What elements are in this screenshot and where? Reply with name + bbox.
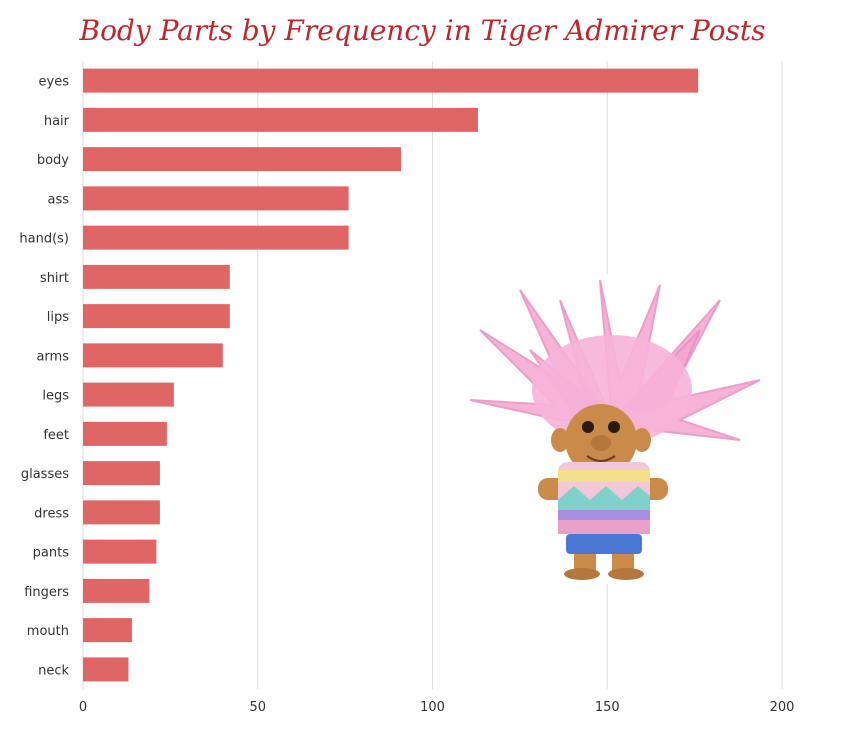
bar-mouth xyxy=(83,618,132,643)
bar-lips xyxy=(83,304,230,329)
bar-shirt xyxy=(83,264,230,289)
bar-glasses xyxy=(83,461,160,486)
x-tick-label: 50 xyxy=(249,700,266,715)
x-tick-label: 200 xyxy=(770,700,795,715)
y-tick-label: dress xyxy=(34,506,69,521)
y-tick-label: eyes xyxy=(39,75,70,90)
y-tick-label: lips xyxy=(47,310,69,325)
bar-hands xyxy=(83,225,349,250)
bar-dress xyxy=(83,500,160,525)
y-tick-label: mouth xyxy=(27,624,69,639)
bar-feet xyxy=(83,421,167,446)
troll-sweater xyxy=(558,462,650,534)
bar-ass xyxy=(83,186,349,211)
y-tick-label: body xyxy=(37,153,69,168)
chart-title: Body Parts by Frequency in Tiger Admirer… xyxy=(79,14,766,47)
y-tick-label: fingers xyxy=(24,585,69,600)
bars xyxy=(83,68,699,682)
y-tick-label: neck xyxy=(38,663,69,678)
bar-fingers xyxy=(83,578,150,603)
y-tick-label: arms xyxy=(36,349,69,364)
bar-hair xyxy=(83,107,478,132)
x-tick-label: 150 xyxy=(595,700,620,715)
y-tick-label: hand(s) xyxy=(19,232,69,247)
y-tick-label: legs xyxy=(42,389,69,404)
y-tick-labels: eyes hair body ass hand(s) shirt lips arms legs f… xyxy=(19,75,69,679)
bar-eyes xyxy=(83,68,699,93)
x-tick-label: 0 xyxy=(79,700,87,715)
y-tick-label: feet xyxy=(43,428,69,443)
y-tick-label: ass xyxy=(47,192,69,207)
x-tick-labels: 0 50 100 150 200 xyxy=(79,700,795,715)
troll-doll-image xyxy=(462,274,774,584)
bar-neck xyxy=(83,657,129,682)
x-tick-label: 100 xyxy=(420,700,445,715)
bar-body xyxy=(83,147,402,172)
y-tick-label: shirt xyxy=(40,271,69,286)
y-tick-label: hair xyxy=(44,114,70,129)
bar-pants xyxy=(83,539,157,564)
y-tick-label: pants xyxy=(33,546,70,561)
troll-pants xyxy=(566,534,642,554)
bar-legs xyxy=(83,382,174,407)
bar-arms xyxy=(83,343,223,368)
y-tick-label: glasses xyxy=(21,467,69,482)
troll-hair xyxy=(469,279,761,445)
